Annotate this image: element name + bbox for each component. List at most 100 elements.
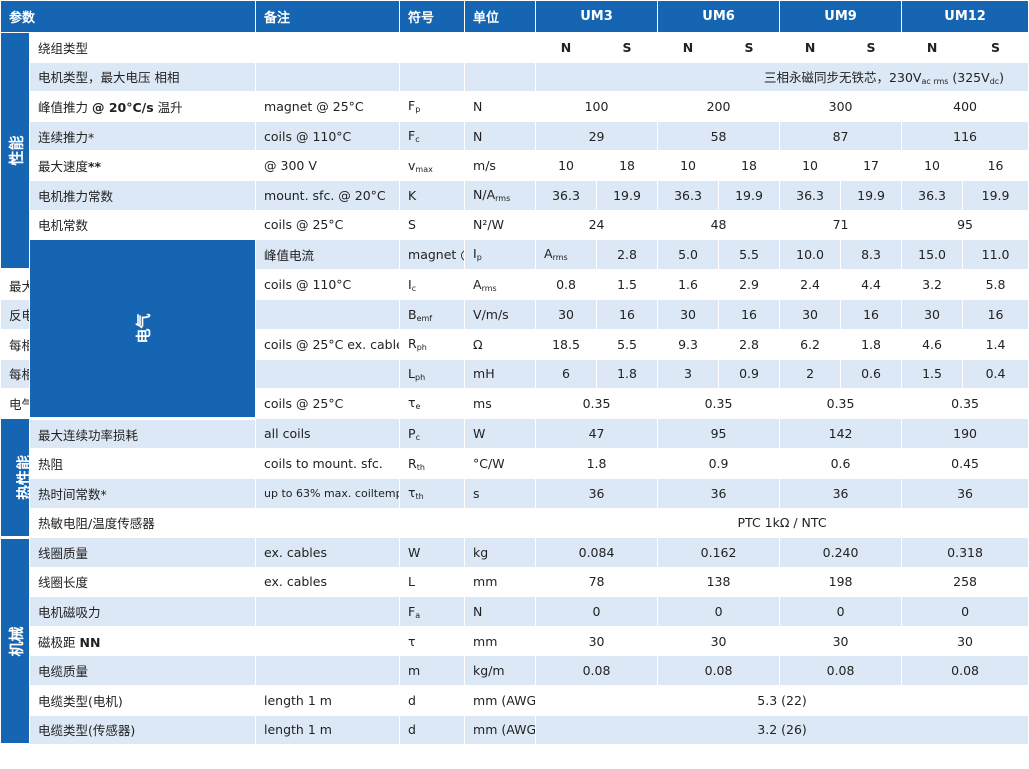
full-text: 5.3 (22) [757,692,807,708]
value-cell: 36 [535,477,659,509]
row-param: 热阻 [28,448,257,479]
row-note: coils @ 25°C [255,388,401,419]
category-label: 电气 [28,239,257,420]
value-cell: 0.35 [779,388,903,419]
row-note: up to 63% max. coiltemp. [255,477,401,509]
value-cell: 10 [779,150,842,181]
symbol-text: I [408,276,412,292]
symbol-sub: p [476,253,482,263]
table-row: 电机常数 coils @ 25°C S N²/W 24 48 71 95 [1,209,1029,241]
winding-label: S [840,32,903,63]
table-row: 热性能 最大连续功率损耗 all coils Pc W 47 95 142 190 [0,417,1029,540]
value-cell: 18 [718,150,781,181]
symbol-text: L [408,574,415,590]
value-cell: 10.0 [779,239,842,270]
value-cell: 0.8 [535,268,598,301]
value-cell: 15.0 [901,239,964,270]
full-text: PTC 1kΩ / NTC [737,515,827,531]
value-cell: 0 [535,596,659,627]
row-unit: kg [464,537,537,568]
table-row: 电机推力常数 mount. sfc. @ 20°C K N/Arms 36.3 19.9 3… [1,179,1029,211]
row-note [255,507,401,539]
category-text: 电气 [134,313,153,344]
full-text: 3.2 (26) [757,722,807,738]
param-bold: NN [79,634,101,650]
value-cell: 2.9 [718,268,781,301]
unit-text: mm (AWG) [473,692,536,708]
value-cell: 300 [779,91,903,122]
row-note [255,655,401,687]
symbol-text: I [473,246,477,262]
param-text: 电缆类型(电机) [38,693,123,709]
value-cell: 142 [779,417,903,450]
row-param: 热敏电阻/温度传感器 [28,507,257,539]
value-cell: 200 [657,91,781,122]
symbol-sub: th [416,462,425,472]
unit-text: A [473,276,482,292]
header-model-um12: UM12 [901,0,1029,33]
row-symbol: S [399,209,466,241]
param-text: 电缆类型(传感器) [38,723,136,739]
row-unit: m/s [464,150,537,181]
row-symbol: τ [399,625,466,657]
unit-text: mm [473,574,498,590]
symbol-sub: ph [414,372,426,382]
unit-text: mm (AWG) [473,722,536,738]
unit-text: N [473,128,483,144]
value-cell: 17 [840,150,903,181]
winding-label: N [901,32,964,63]
row-unit [464,61,537,93]
value-cell: 30 [535,299,598,330]
row-param: 最大连续电流 [0,268,30,301]
row-symbol [399,61,466,93]
header-model-um9: UM9 [779,0,903,33]
param-text: 电机常数 [38,218,89,234]
unit-text: W [473,426,486,442]
row-param: 线圈质量 [28,537,257,568]
param-text: 线圈质量 [38,545,89,561]
value-cell: 0 [901,596,1029,627]
row-unit [464,507,537,539]
row-param: 峰值电流 [255,239,401,270]
value-cell: 1.4 [962,328,1029,360]
row-note [255,61,401,93]
symbol-text: R [408,336,417,352]
value-cell: 30 [779,625,903,657]
winding-type-row: 性能 绕组类型 N S N S N S N S [0,32,1029,271]
param-text: 磁极距 [38,634,80,650]
symbol-text: W [408,544,421,560]
row-note [255,596,401,627]
row-note: all coils [255,417,401,450]
row-symbol: W [399,537,466,568]
full-sub: ac rms [921,77,949,87]
row-param: 电缆类型(电机) [28,685,257,716]
row-param: 电缆质量 [28,655,257,687]
spec-table: 参数 备注 符号 单位 UM3 UM6 UM9 UM12 性能 绕组类型 N S N S N… [0,0,1029,747]
table-row: 峰值推力 @ 20°C/s 温升 magnet @ 25°C Fp N 100 200 30… [1,91,1029,122]
value-cell: 78 [535,566,659,598]
header-model-um6: UM6 [657,0,781,33]
value-cell: 18.5 [535,328,598,360]
value-cell: 5.8 [962,268,1029,301]
row-param: 每相电感 [0,358,30,390]
value-cell: 30 [657,299,720,330]
table-row: 热敏电阻/温度传感器 PTC 1kΩ / NTC [1,507,1029,539]
value-cell: 6 [535,358,598,390]
value-cell: 5.5 [718,239,781,270]
row-param: 反电动势相间peak [0,299,30,330]
symbol-text: L [408,365,415,381]
param-text: 峰值电流 [264,247,315,263]
value-cell: 0.08 [535,655,659,687]
symbol-sub: c [411,283,417,293]
category-text: 性能 [7,135,26,166]
row-param: 最大速度** [28,150,257,181]
row-note: coils @ 110°C [255,120,401,152]
row-unit: s [464,477,537,509]
row-unit: °C/W [464,448,537,479]
table-row: 最大连续电流coils @ 110°CIcArms0.81.51.62.92.4… [0,268,1029,301]
table-row: 电缆类型(传感器) length 1 m d mm (AWG) 3.2 (26) [1,714,1029,746]
table-row: 电缆质量 m kg/m 0.08 0.08 0.08 0.08 [1,655,1029,687]
value-cell: 190 [901,417,1029,450]
row-symbol: Bemf [399,299,466,330]
